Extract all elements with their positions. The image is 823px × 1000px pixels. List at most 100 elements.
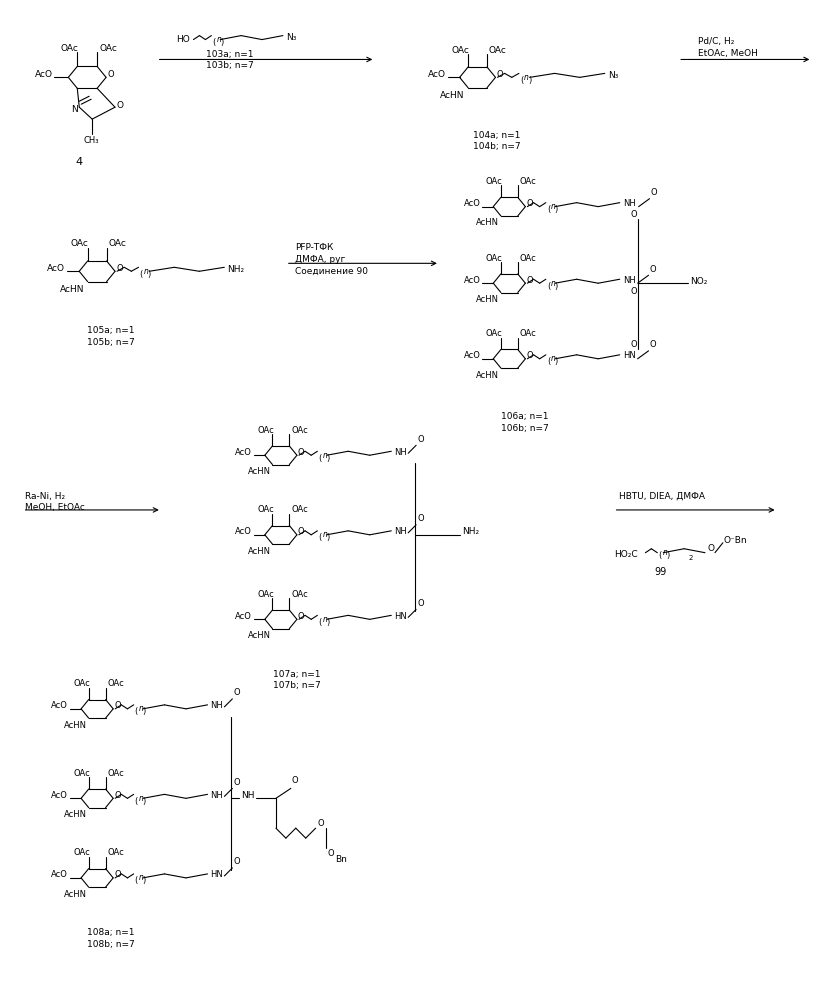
Text: 99: 99	[654, 567, 667, 577]
Text: Соединение 90: Соединение 90	[295, 267, 368, 276]
Text: O: O	[630, 287, 637, 296]
Text: (: (	[546, 205, 550, 214]
Text: O: O	[234, 778, 240, 787]
Text: HO: HO	[177, 35, 190, 44]
Text: (: (	[658, 551, 662, 560]
Text: EtOAc, MeOH: EtOAc, MeOH	[698, 49, 758, 58]
Text: NH: NH	[623, 276, 635, 285]
Text: ДМФА, руг: ДМФА, руг	[295, 255, 345, 264]
Text: n: n	[216, 35, 221, 44]
Text: 106a; n=1: 106a; n=1	[501, 412, 549, 421]
Text: n: n	[138, 794, 143, 803]
Text: 4: 4	[76, 157, 83, 167]
Text: n: n	[551, 354, 556, 363]
Text: O: O	[116, 101, 123, 110]
Text: O: O	[630, 210, 637, 219]
Text: OAc: OAc	[108, 679, 124, 688]
Text: NH: NH	[241, 791, 254, 800]
Text: OAc: OAc	[520, 329, 537, 338]
Text: OAc: OAc	[489, 46, 507, 55]
Text: O: O	[318, 819, 324, 828]
Text: O: O	[114, 701, 121, 710]
Text: HBTU, DIEA, ДМФА: HBTU, DIEA, ДМФА	[619, 492, 704, 501]
Text: 107b; n=7: 107b; n=7	[273, 681, 321, 690]
Text: AcO: AcO	[51, 791, 68, 800]
Text: n: n	[551, 202, 556, 211]
Text: OAc: OAc	[520, 254, 537, 263]
Text: AcO: AcO	[463, 351, 481, 360]
Text: n: n	[138, 873, 143, 882]
Text: OAc: OAc	[291, 426, 308, 435]
Text: OAc: OAc	[451, 46, 469, 55]
Text: AcO: AcO	[47, 264, 65, 273]
Text: OAc: OAc	[108, 848, 124, 857]
Text: (: (	[319, 533, 322, 542]
Text: OAc: OAc	[257, 505, 274, 514]
Text: (: (	[135, 797, 138, 806]
Text: ): )	[221, 38, 224, 47]
Text: O: O	[298, 527, 305, 536]
Text: AcHN: AcHN	[248, 631, 271, 640]
Text: PFP-ТФК: PFP-ТФК	[295, 243, 333, 252]
Text: MeOH, EtOAc: MeOH, EtOAc	[25, 503, 85, 512]
Text: AcHN: AcHN	[248, 467, 271, 476]
Text: 2: 2	[688, 555, 692, 561]
Text: O: O	[496, 70, 503, 79]
Text: NH₂: NH₂	[462, 527, 479, 536]
Text: O: O	[114, 791, 121, 800]
Text: O: O	[234, 688, 240, 697]
Text: O: O	[107, 70, 114, 79]
Text: HN: HN	[211, 870, 223, 879]
Text: OAc: OAc	[257, 590, 274, 599]
Text: AcO: AcO	[51, 870, 68, 879]
Text: O: O	[116, 264, 123, 273]
Text: (: (	[319, 618, 322, 627]
Text: 108b; n=7: 108b; n=7	[87, 940, 135, 949]
Text: AcHN: AcHN	[60, 285, 85, 294]
Text: N₃: N₃	[607, 71, 618, 80]
Text: (: (	[140, 270, 142, 279]
Text: ): )	[667, 551, 670, 560]
Text: O: O	[527, 276, 533, 285]
Text: ): )	[555, 357, 558, 366]
Text: OAc: OAc	[291, 590, 308, 599]
Text: ): )	[555, 282, 558, 291]
Text: OAc: OAc	[486, 329, 502, 338]
Text: OAc: OAc	[60, 44, 78, 53]
Text: AcHN: AcHN	[248, 547, 271, 556]
Text: OAc: OAc	[486, 177, 502, 186]
Text: Bn: Bn	[336, 855, 347, 864]
Text: AcHN: AcHN	[476, 295, 499, 304]
Text: OAc: OAc	[520, 177, 537, 186]
Text: 105a; n=1: 105a; n=1	[87, 326, 135, 335]
Text: AcHN: AcHN	[64, 721, 87, 730]
Text: HO₂C: HO₂C	[614, 550, 637, 559]
Text: (: (	[212, 38, 216, 47]
Text: OAc: OAc	[257, 426, 274, 435]
Text: 108a; n=1: 108a; n=1	[87, 928, 135, 937]
Text: OAc: OAc	[486, 254, 502, 263]
Text: (: (	[135, 876, 138, 885]
Text: HN: HN	[623, 351, 635, 360]
Text: AcHN: AcHN	[64, 890, 87, 899]
Text: OAc: OAc	[99, 44, 117, 53]
Text: O: O	[114, 870, 121, 879]
Text: 107a; n=1: 107a; n=1	[273, 670, 320, 679]
Text: OAc: OAc	[109, 239, 127, 248]
Text: HN: HN	[394, 612, 407, 621]
Text: NH₂: NH₂	[227, 265, 244, 274]
Text: O: O	[292, 776, 299, 785]
Text: NH: NH	[394, 527, 407, 536]
Text: AcO: AcO	[235, 612, 252, 621]
Text: AcO: AcO	[51, 701, 68, 710]
Text: O: O	[417, 599, 424, 608]
Text: O⁻Bn: O⁻Bn	[724, 536, 747, 545]
Text: NH: NH	[211, 791, 223, 800]
Text: NH: NH	[211, 701, 223, 710]
Text: n: n	[323, 451, 328, 460]
Text: AcHN: AcHN	[440, 91, 465, 100]
Text: NO₂: NO₂	[690, 277, 708, 286]
Text: 103a; n=1: 103a; n=1	[207, 50, 253, 59]
Text: ): )	[555, 205, 558, 214]
Text: n: n	[524, 73, 528, 82]
